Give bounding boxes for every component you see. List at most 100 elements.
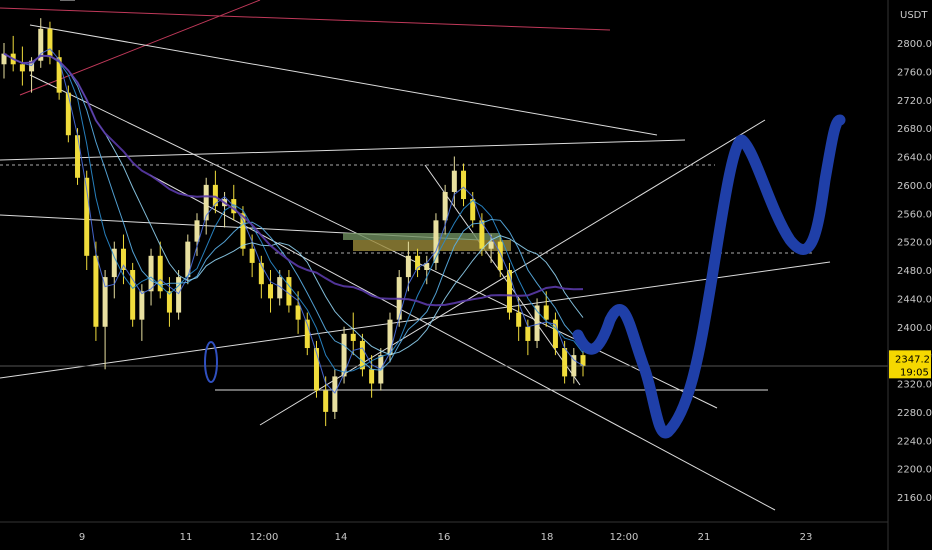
moving-average-line [3, 53, 584, 373]
candle-body [277, 277, 283, 299]
candle-body [19, 64, 25, 72]
candle-body [461, 170, 467, 200]
candle-body [130, 270, 136, 320]
candle-body [157, 255, 163, 292]
candle-body [84, 177, 90, 256]
y-tick-label: 2720.00 [897, 96, 932, 107]
candle-body [313, 348, 319, 391]
candle-body [240, 213, 246, 249]
moving-average-line [3, 48, 584, 394]
candle-body [525, 326, 531, 341]
trend-line [424, 164, 581, 386]
candle-body [552, 319, 558, 349]
candle-body [562, 348, 568, 377]
y-tick-label: 2560.00 [897, 209, 932, 220]
trend-line [19, 0, 261, 96]
y-tick-label: 2280.00 [897, 408, 932, 419]
candle-body [176, 277, 182, 313]
candle-body [470, 199, 476, 221]
candle-body [369, 369, 375, 384]
candle-body [433, 220, 439, 263]
time-axis[interactable]: 9 11 12:00 14 16 18 12:00 21 23 [79, 532, 813, 543]
y-tick-label: 2640.00 [897, 153, 932, 164]
candle-body [56, 57, 62, 93]
zone-box [353, 240, 511, 251]
candle-body [212, 184, 218, 207]
candle-body [194, 220, 200, 242]
x-tick-label: 12:00 [250, 532, 279, 543]
candle-body [580, 355, 586, 366]
candle-body [1, 53, 7, 65]
candle-body [479, 220, 485, 249]
moving-average-line [3, 52, 584, 307]
candle-body [451, 170, 457, 192]
candle-body [111, 248, 117, 278]
countdown: 19:05 [900, 367, 929, 378]
candle-body [424, 262, 430, 270]
projection-path [572, 114, 846, 439]
candle-body [341, 333, 347, 377]
x-tick-label: 12:00 [610, 532, 639, 543]
candle-body [506, 270, 512, 313]
y-tick-label: 2320.00 [897, 380, 932, 391]
x-tick-label: 11 [180, 532, 193, 543]
candle-body [415, 255, 421, 270]
candle-body [488, 241, 494, 249]
candle-body [350, 333, 356, 341]
y-tick-label: 2600.00 [897, 181, 932, 192]
projection-stroke [572, 114, 846, 439]
trend-line [149, 174, 776, 511]
candle-body [405, 255, 411, 278]
candle-body [295, 305, 301, 320]
y-tick-label: 2160.00 [897, 493, 932, 504]
currency-label: USDT [900, 10, 928, 21]
moving-averages [3, 48, 584, 394]
candle-body [102, 277, 108, 327]
candle-body [497, 241, 503, 270]
y-tick-label: 2200.00 [897, 465, 932, 476]
y-tick-label: 2400.00 [897, 323, 932, 334]
moving-average-line [3, 53, 584, 371]
candle-body [185, 241, 191, 278]
candle-body [249, 248, 255, 263]
y-tick-label: 2240.00 [897, 436, 932, 447]
candle-body [166, 291, 172, 313]
candle-body [332, 376, 338, 412]
x-tick-label: 14 [335, 532, 348, 543]
y-tick-label: 2800.00 [897, 39, 932, 50]
trend-line [29, 24, 658, 136]
candle-body [359, 340, 365, 370]
zone-box [343, 233, 500, 240]
candle-body [47, 28, 53, 58]
candle-body [571, 355, 577, 377]
candle-body [387, 319, 393, 356]
candle-body [29, 60, 35, 72]
x-tick-label: 18 [541, 532, 554, 543]
x-tick-label: 9 [79, 532, 85, 543]
candles [1, 18, 586, 427]
candle-body [442, 191, 448, 221]
trend-line [0, 7, 611, 31]
candle-body [304, 319, 310, 349]
candle-body [323, 390, 329, 412]
candle-body [65, 92, 71, 136]
candle-body [534, 305, 540, 341]
candle-body [93, 255, 99, 327]
x-tick-label: 23 [800, 532, 813, 543]
last-price-badge: 2347.27 19:05 [889, 350, 932, 379]
y-tick-label: 2440.00 [897, 294, 932, 305]
candle-body [286, 277, 292, 306]
last-price: 2347.27 [895, 354, 932, 365]
candle-body [38, 28, 44, 61]
drawing-lines [0, 0, 888, 511]
y-tick-label: 2520.00 [897, 238, 932, 249]
x-tick-label: 16 [438, 532, 451, 543]
y-tick-label: 2480.00 [897, 266, 932, 277]
candle-body [258, 262, 264, 285]
candle-body [516, 312, 522, 327]
candle-body [148, 255, 154, 292]
candle-body [139, 291, 145, 320]
candle-body [120, 248, 126, 270]
